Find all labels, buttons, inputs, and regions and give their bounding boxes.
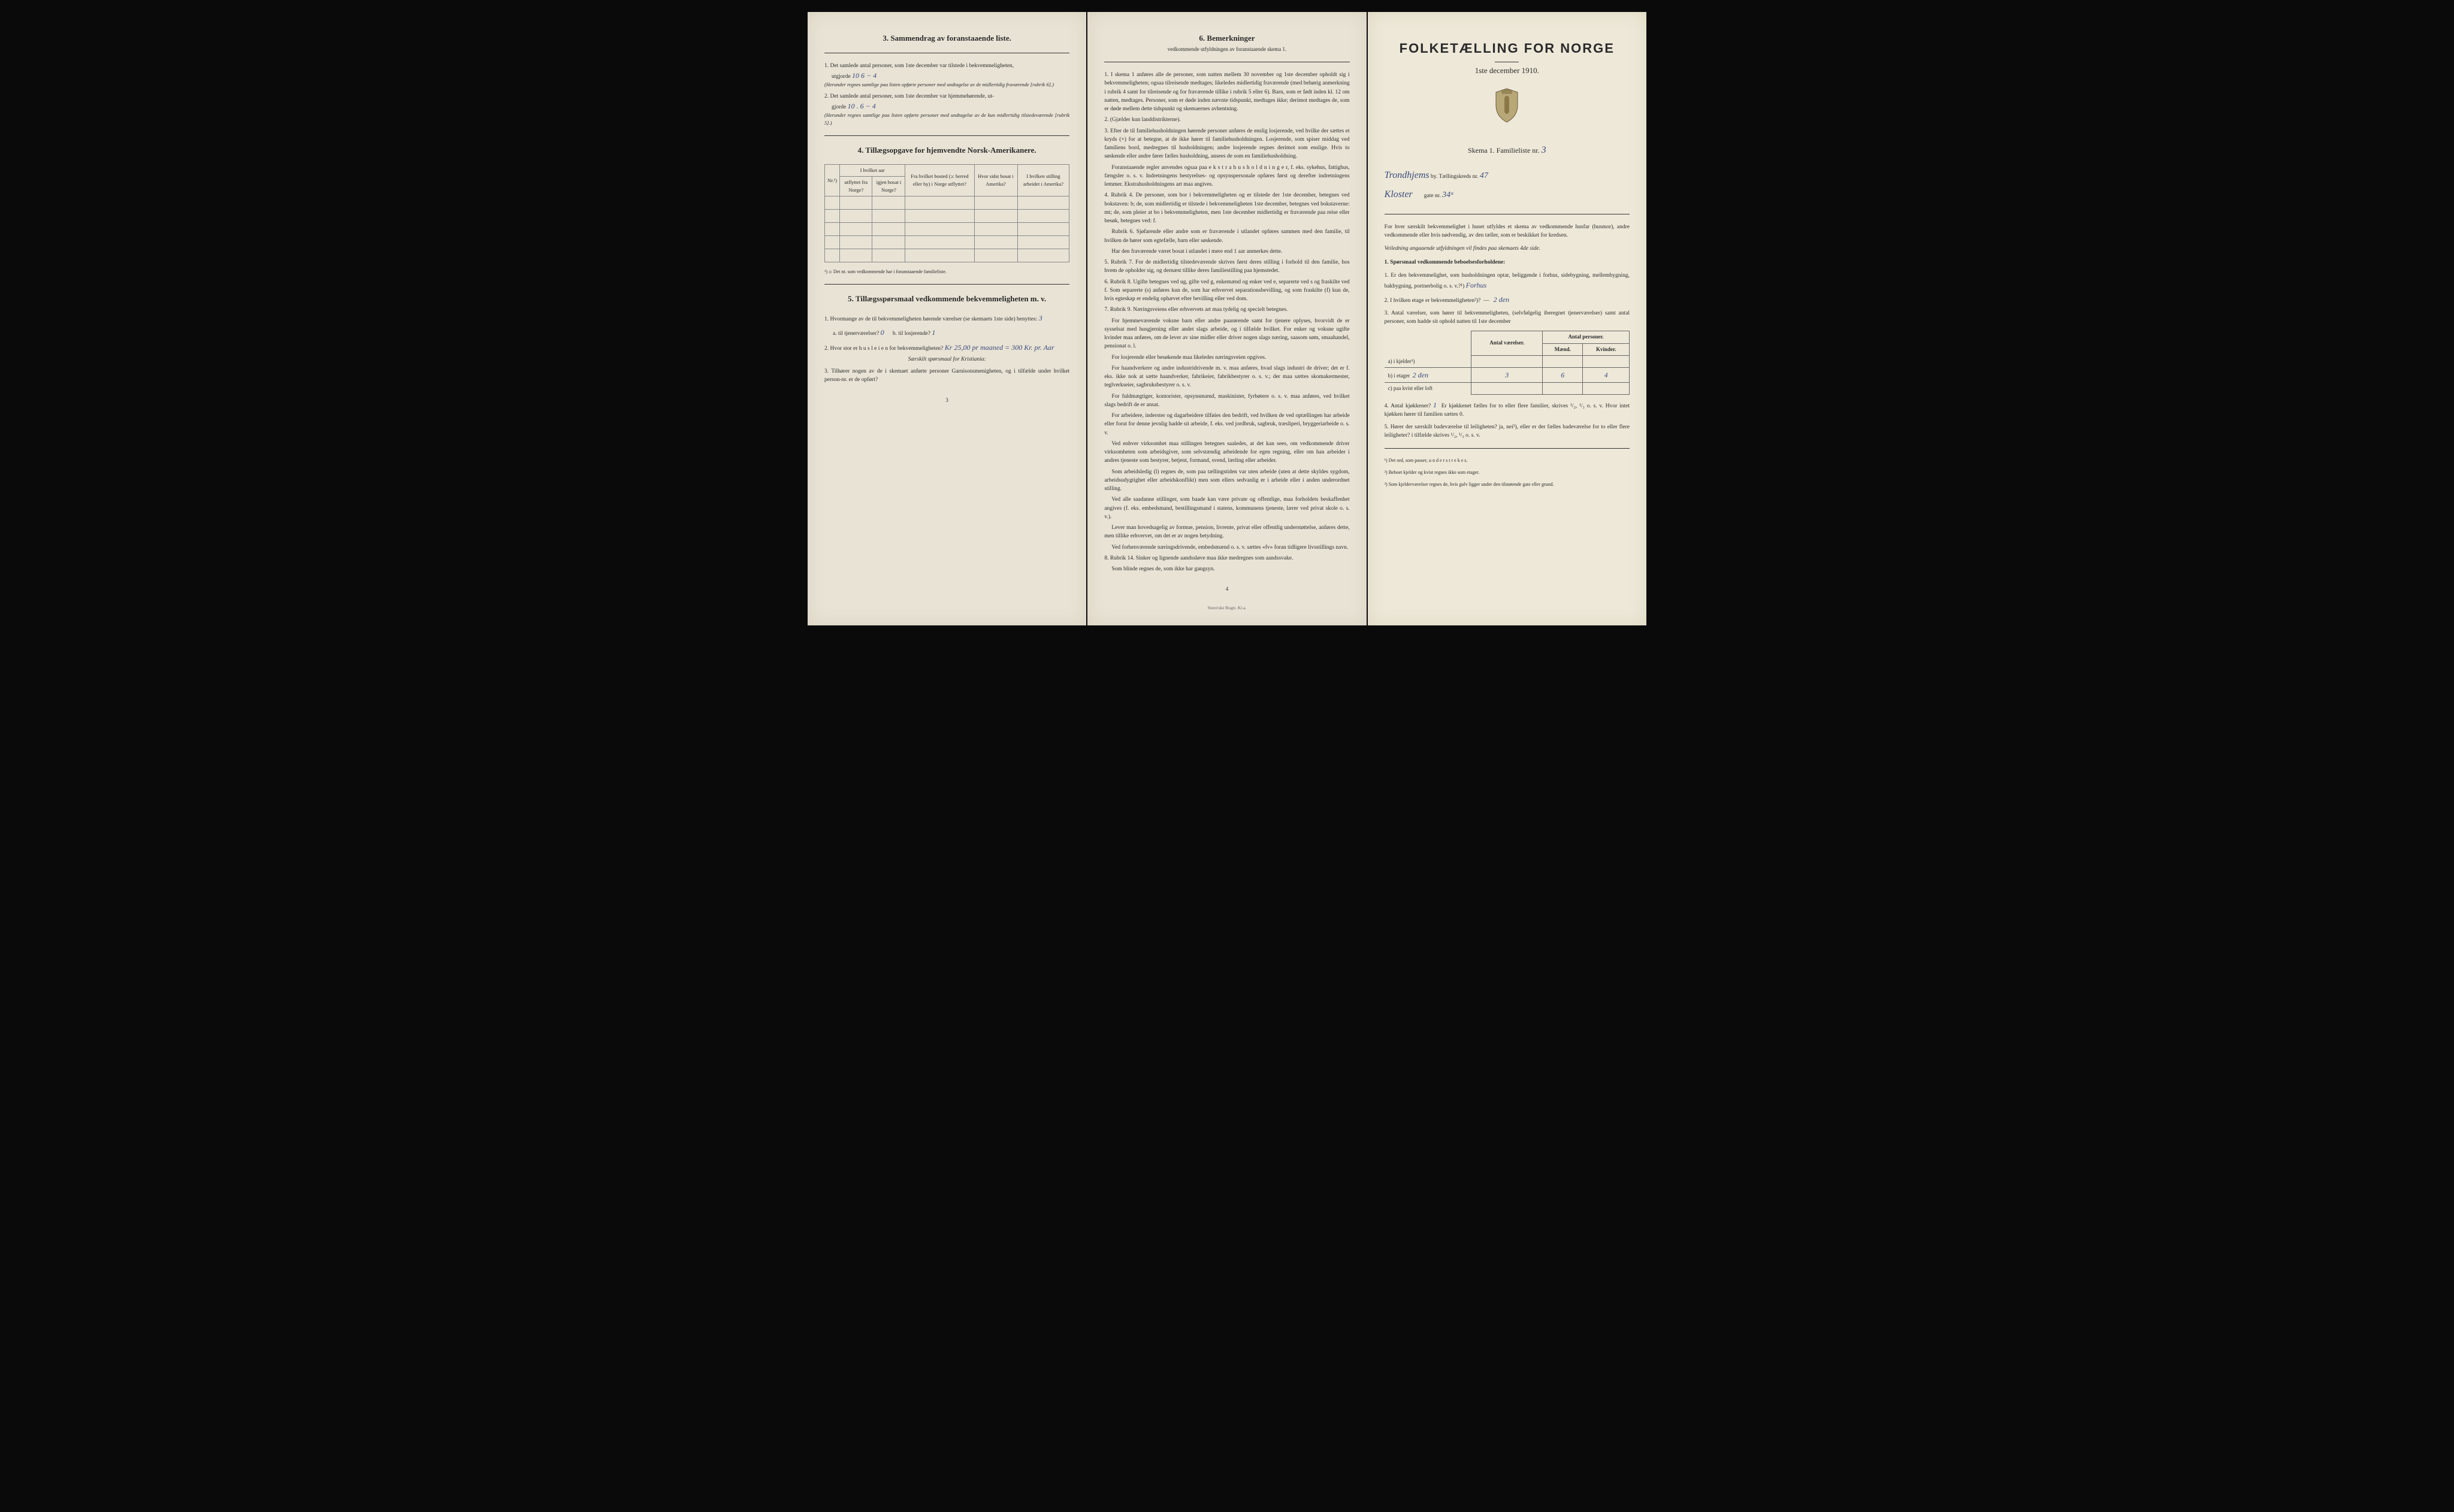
r-q1-5: 5. Hører der særskilt badeværelse til le… — [1385, 423, 1630, 440]
remark-4b: Rubrik 6. Sjøfarende eller andre som er … — [1104, 228, 1349, 245]
table-row: b) i etager 2 den 3 6 4 — [1385, 368, 1630, 383]
remark-7f: For arbeidere, inderster og dagarbeidere… — [1104, 412, 1349, 437]
remark-7c: For losjerende eller besøkende maa likel… — [1104, 353, 1349, 362]
table-row — [825, 209, 1069, 222]
census-document: 3. Sammendrag av foranstaaende liste. 1.… — [808, 12, 1646, 625]
imprint: Steen'ske Bogtr. Kr.a. — [1104, 604, 1349, 611]
footnote-1: ¹) Det ord, som passer, u n d e r s t r … — [1385, 457, 1630, 464]
remark-7k: Ved forhenværende næringsdrivende, embed… — [1104, 543, 1349, 552]
table-row — [825, 196, 1069, 209]
q1: 1. Det samlede antal personer, som 1ste … — [824, 62, 1069, 89]
table-4-footnote: ¹) ɔ: Det nr. som vedkommende har i fora… — [824, 268, 1069, 276]
coat-of-arms-icon — [1385, 87, 1630, 126]
q5-1: 1. Hvormange av de til bekvemmeligheten … — [824, 313, 1069, 323]
footnote-2: ²) Beboet kjelder og kvist regnes ikke s… — [1385, 469, 1630, 476]
q5-3: 3. Tilhører nogen av de i skemaet anført… — [824, 367, 1069, 385]
section-3-title: 3. Sammendrag av foranstaaende liste. — [824, 32, 1069, 44]
rule — [824, 284, 1069, 285]
q1-head: 1. Spørsmaal vedkommende beboelsesforhol… — [1385, 258, 1630, 267]
table-row — [825, 249, 1069, 262]
remark-7i: Ved alle saadanne stillinger, som baade … — [1104, 495, 1349, 521]
remark-6: 6. Rubrik 8. Ugifte betegnes ved ug, gif… — [1104, 278, 1349, 304]
intro-para: For hver særskilt bekvemmelighet i huset… — [1385, 223, 1630, 240]
remark-7g: Ved enhver virksomhet maa stillingen bet… — [1104, 440, 1349, 465]
remark-4c: Har den fraværende været bosat i utlande… — [1104, 247, 1349, 256]
remark-3b: Foranstaaende regler anvendes ogsaa paa … — [1104, 164, 1349, 189]
gate-line: Kloster gate nr. 34ᵃ — [1385, 188, 1630, 202]
table-4: Nr.¹) I hvilket aar Fra hvilket bosted (… — [824, 164, 1069, 262]
remark-7b: For hjemmeværende voksne barn eller andr… — [1104, 317, 1349, 351]
q2: 2. Det samlede antal personer, som 1ste … — [824, 92, 1069, 127]
rule — [1385, 448, 1630, 449]
r-q1-2: 2. I hvilken etage er bekvemmeligheten²)… — [1385, 294, 1630, 305]
remark-5: 5. Rubrik 7. For de midlertidig tilstede… — [1104, 258, 1349, 276]
q1-value: 10 6 − 4 — [852, 71, 877, 80]
footnote-3: ³) Som kjelderværelser regnes de, hvis g… — [1385, 481, 1630, 488]
table-row — [825, 235, 1069, 249]
page-number: 4 — [1104, 585, 1349, 594]
panel-left: 3. Sammendrag av foranstaaende liste. 1.… — [808, 12, 1086, 625]
remark-7d: For haandverkere og andre industridriven… — [1104, 364, 1349, 390]
section-6-sub: vedkommende utfyldningen av foranstaaend… — [1104, 46, 1349, 54]
section-6-title: 6. Bemerkninger — [1104, 32, 1349, 44]
rule — [824, 135, 1069, 136]
by-line: Trondhjems by. Tællingskreds nr. 47 — [1385, 168, 1630, 183]
remark-8b: Som blinde regnes de, som ikke har gangs… — [1104, 565, 1349, 573]
table-row: a) i kjelder³) — [1385, 356, 1630, 368]
section-5-title: 5. Tillægsspørsmaal vedkommende bekvemme… — [824, 293, 1069, 305]
r-q1-3: 3. Antal værelser, som hører til bekvemm… — [1385, 309, 1630, 326]
panel-right: FOLKETÆLLING FOR NORGE 1ste december 191… — [1368, 12, 1646, 625]
remark-1: 1. I skema 1 anføres alle de personer, s… — [1104, 71, 1349, 113]
rooms-table: Antal værelser. Antal personer. Mænd. Kv… — [1385, 331, 1630, 395]
panel-middle: 6. Bemerkninger vedkommende utfyldningen… — [1087, 12, 1366, 625]
census-date: 1ste december 1910. — [1385, 65, 1630, 77]
q2-value: 10 . 6 − 4 — [848, 102, 876, 110]
remark-3: 3. Efter de til familiehusholdningen hør… — [1104, 127, 1349, 161]
remark-7j: Lever man hovedsagelig av formue, pensio… — [1104, 524, 1349, 541]
remark-4: 4. Rubrik 4. De personer, som bor i bekv… — [1104, 191, 1349, 225]
r-q1-4: 4. Antal kjøkkener? 1 Er kjøkkenet fælle… — [1385, 400, 1630, 419]
r-q1-1: 1. Er den bekvemmelighet, som husholdnin… — [1385, 271, 1630, 291]
remark-8: 8. Rubrik 14. Sinker og lignende aandssl… — [1104, 554, 1349, 563]
table-row: c) paa kvist eller loft — [1385, 383, 1630, 395]
remark-7h: Som arbeidsledig (l) regnes de, som paa … — [1104, 468, 1349, 494]
section-4-title: 4. Tillægsopgave for hjemvendte Norsk-Am… — [824, 144, 1069, 156]
main-title: FOLKETÆLLING FOR NORGE — [1385, 38, 1630, 58]
page-number: 3 — [824, 397, 1069, 405]
table-row — [825, 222, 1069, 235]
q5-1ab: a. til tjenerværelser? 0 b. til losjeren… — [833, 327, 1069, 338]
intro-note: Veiledning angaaende utfyldningen vil fi… — [1385, 244, 1630, 253]
remark-2: 2. (Gjælder kun landdistrikterne). — [1104, 116, 1349, 124]
skema-line: Skema 1. Familieliste nr. 3 — [1385, 143, 1630, 158]
remark-7e: For fuldmægtiger, kontorister, opsynsmæn… — [1104, 392, 1349, 410]
q5-2: 2. Hvor stor er h u s l e i e n for bekv… — [824, 342, 1069, 364]
remark-7: 7. Rubrik 9. Næringsveiens eller erhverv… — [1104, 306, 1349, 314]
